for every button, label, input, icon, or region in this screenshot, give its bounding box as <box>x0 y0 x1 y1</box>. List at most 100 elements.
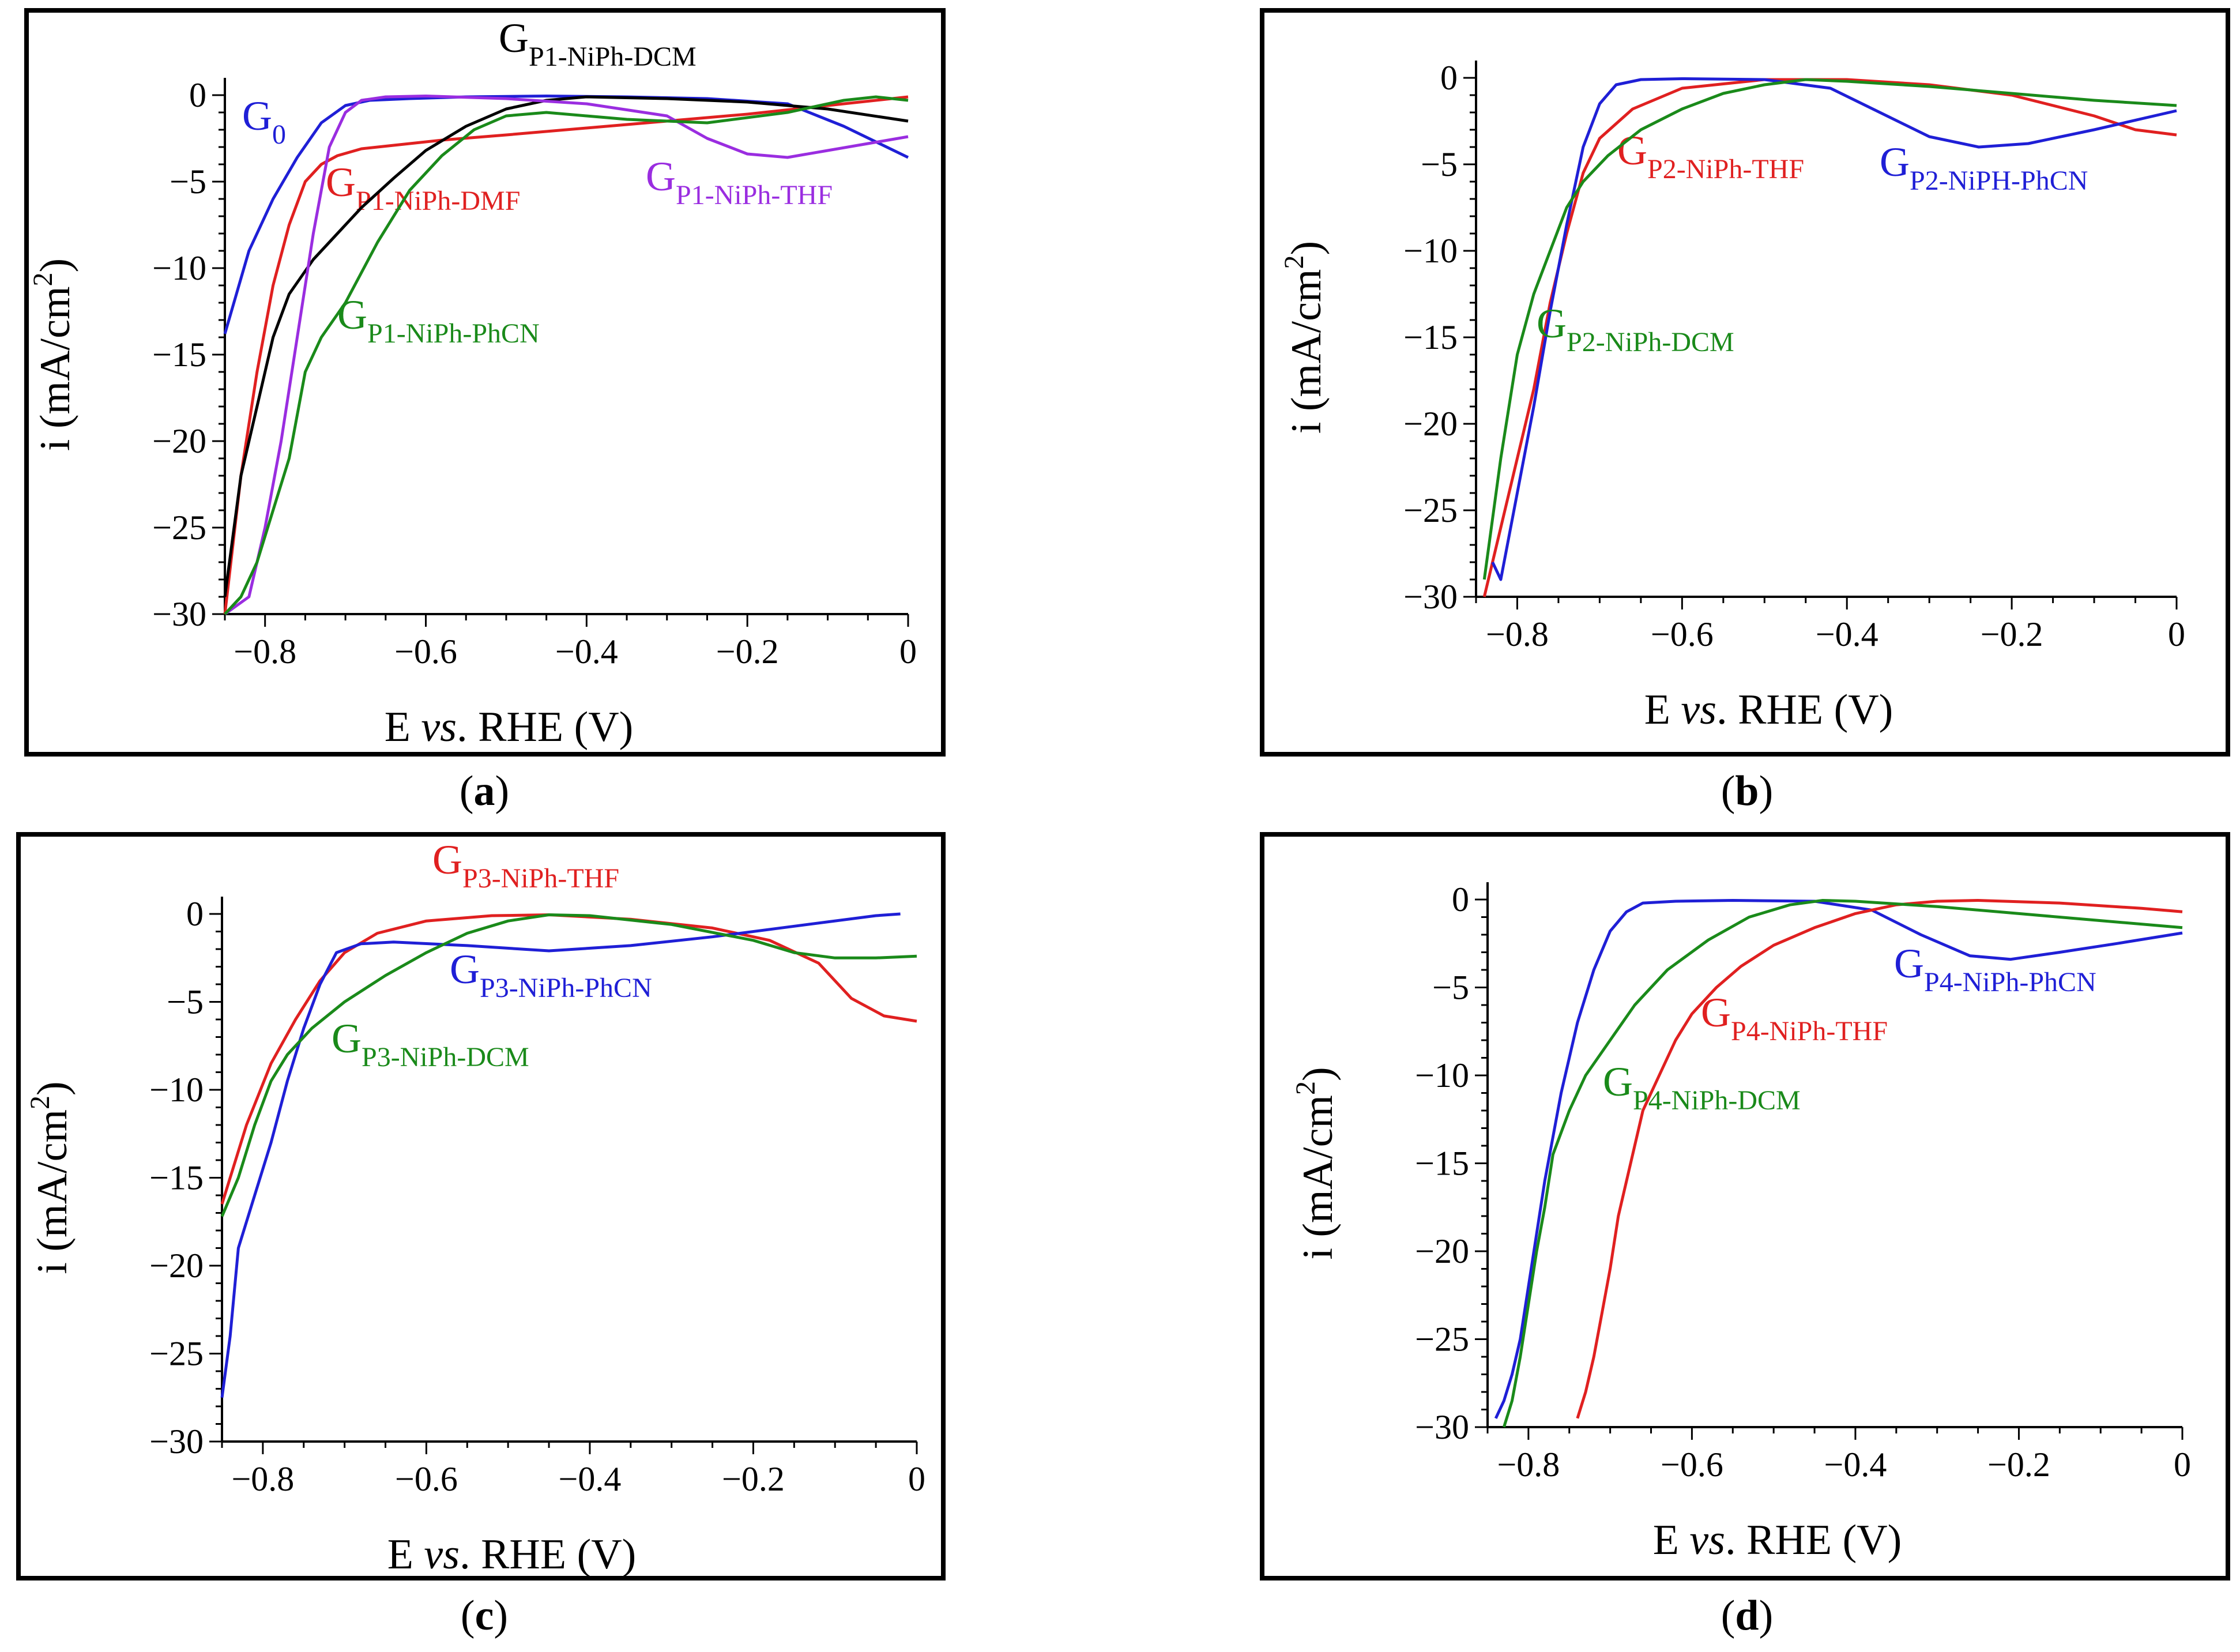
caption-b: (b) <box>1721 767 1774 815</box>
chart-b: 0 −5 −10 −15 −20 −25 −30 −0.8 −0.6 −0.4 −0.2 0 E vs.… <box>1279 59 2185 733</box>
y-tick-label-d: −30 <box>1415 1408 1469 1446</box>
y-tick-label-a: −30 <box>152 595 206 633</box>
x-axis-label-b: E vs. RHE (V) <box>1644 686 1893 733</box>
caption-c: (c) <box>460 1592 509 1639</box>
series-line-b-1 <box>1491 77 2177 581</box>
y-tick-label-d: −10 <box>1415 1056 1469 1094</box>
y-tick-label-a: 0 <box>189 76 206 114</box>
caption-d-letter: d <box>1735 1592 1759 1639</box>
y-tick-label-c: −25 <box>149 1335 204 1373</box>
y-tick-label-d: −20 <box>1415 1232 1469 1270</box>
x-tick-label-c: −0.4 <box>559 1460 622 1498</box>
x-tick-label-d: 0 <box>2174 1446 2191 1484</box>
y-tick-label-b: −25 <box>1403 491 1458 529</box>
series-label-a-3: GP1-NiPh-THF <box>646 153 833 210</box>
y-tick-label-b: −5 <box>1421 145 1458 183</box>
series-label-c-2: GP3-NiPh-DCM <box>332 1015 529 1073</box>
y-axis-label-d: i (mA/cm2) <box>1290 1067 1342 1259</box>
x-tick-label-c: 0 <box>908 1460 925 1498</box>
y-tick-label-a: −15 <box>152 336 206 374</box>
caption-a: (a) <box>459 767 510 815</box>
series-label-a-4: GP1-NiPh-PhCN <box>337 292 540 349</box>
y-tick-label-d: −15 <box>1415 1145 1469 1183</box>
y-tick-label-b: −20 <box>1403 405 1458 443</box>
chart-a: 0 −5 −10 −15 −20 −25 −30 −0.8 −0.6 −0.4 −0.2 0 E vs.… <box>28 15 917 751</box>
x-tick-label-b: −0.2 <box>1981 615 2043 653</box>
x-tick-label-a: −0.6 <box>394 633 457 671</box>
series-line-c-0 <box>220 913 917 1205</box>
y-axis-label-c: i (mA/cm2) <box>25 1081 76 1274</box>
caption-d: (d) <box>1721 1592 1774 1639</box>
x-tick-label-b: −0.6 <box>1651 615 1714 653</box>
panel-frame-a <box>24 8 946 757</box>
y-tick-label-c: −10 <box>149 1071 204 1109</box>
x-tick-label-a: 0 <box>899 633 917 671</box>
series-line-b-2 <box>1482 78 2177 580</box>
caption-c-letter: c <box>475 1592 494 1639</box>
y-tick-label-a: −5 <box>170 163 206 201</box>
series-label-c-1: GP3-NiPh-PhCN <box>450 946 652 1003</box>
series-line-d-0 <box>1494 899 2183 1419</box>
chart-d: 0 −5 −10 −15 −20 −25 −30 −0.8 −0.6 −0.4 −0.2 0 E vs.… <box>1290 880 2191 1564</box>
y-tick-label-a: −10 <box>152 249 206 287</box>
series-label-b-1: GP2-NiPH-PhCN <box>1880 139 2088 196</box>
x-tick-label-c: −0.2 <box>722 1460 785 1498</box>
x-tick-label-d: −0.6 <box>1661 1446 1723 1484</box>
series-label-d-2: GP4-NiPh-DCM <box>1603 1059 1801 1116</box>
x-axis-label-a: E vs. RHE (V) <box>385 703 634 751</box>
x-tick-label-c: −0.8 <box>231 1460 294 1498</box>
series-label-a-0: G0 <box>242 93 286 150</box>
x-tick-label-b: 0 <box>2168 615 2185 653</box>
y-tick-label-c: −15 <box>149 1159 204 1197</box>
series-line-d-2 <box>1503 899 2183 1428</box>
series-label-a-1: GP1-NiPh-DMF <box>326 159 520 216</box>
series-line-a-4 <box>224 95 909 615</box>
y-tick-label-c: −5 <box>167 983 204 1021</box>
x-tick-label-d: −0.2 <box>1987 1446 2050 1484</box>
chart-c: 0 −5 −10 −15 −20 −25 −30 −0.8 −0.6 −0.4 −0.2 0 E vs.… <box>25 837 925 1578</box>
x-tick-label-c: −0.6 <box>395 1460 458 1498</box>
series-line-d-1 <box>1576 899 2183 1419</box>
panel-frame-d <box>1260 832 2230 1580</box>
caption-a-letter: a <box>473 767 495 815</box>
series-line-c-2 <box>220 913 917 1217</box>
y-tick-label-a: −20 <box>152 422 206 460</box>
y-tick-label-b: −30 <box>1403 578 1458 616</box>
series-line-a-0 <box>223 95 909 334</box>
y-tick-label-a: −25 <box>152 509 206 547</box>
y-axis-label-a: i (mA/cm2) <box>28 258 79 451</box>
series-label-d-0: GP4-NiPh-PhCN <box>1894 940 2096 998</box>
series-label-b-2: GP2-NiPh-DCM <box>1537 300 1734 358</box>
series-label-b-0: GP2-NiPh-THF <box>1617 127 1804 185</box>
y-tick-label-b: −10 <box>1403 232 1458 270</box>
x-tick-label-b: −0.4 <box>1816 615 1878 653</box>
series-label-c-0: GP3-NiPh-THF <box>432 837 619 894</box>
series-line-a-2 <box>223 95 909 597</box>
y-tick-label-b: 0 <box>1440 59 1458 97</box>
series-label-a-2: GP1-NiPh-DCM <box>499 15 697 72</box>
x-tick-label-a: −0.4 <box>555 633 618 671</box>
y-tick-label-d: −5 <box>1432 969 1469 1007</box>
y-tick-label-d: −25 <box>1415 1320 1469 1359</box>
panel-frame-b <box>1260 8 2230 757</box>
x-tick-label-d: −0.8 <box>1497 1446 1560 1484</box>
y-tick-label-b: −15 <box>1403 318 1458 356</box>
x-tick-label-a: −0.8 <box>234 633 296 671</box>
x-axis-label-d: E vs. RHE (V) <box>1653 1516 1902 1564</box>
series-line-b-0 <box>1482 78 2177 597</box>
panel-frame-c <box>16 832 946 1580</box>
x-axis-label-c: E vs. RHE (V) <box>387 1531 637 1578</box>
caption-b-letter: b <box>1735 767 1759 815</box>
series-label-d-1: GP4-NiPh-THF <box>1701 989 1888 1047</box>
x-tick-label-b: −0.8 <box>1486 615 1549 653</box>
y-axis-label-b: i (mA/cm2) <box>1279 241 1330 434</box>
series-line-a-3 <box>224 95 909 616</box>
x-tick-label-a: −0.2 <box>716 633 779 671</box>
x-tick-label-d: −0.4 <box>1824 1446 1887 1484</box>
y-tick-label-c: −20 <box>149 1247 204 1285</box>
y-tick-label-c: 0 <box>186 895 204 933</box>
y-tick-label-d: 0 <box>1452 880 1469 919</box>
y-tick-label-c: −30 <box>149 1423 204 1461</box>
series-line-a-1 <box>223 95 909 615</box>
